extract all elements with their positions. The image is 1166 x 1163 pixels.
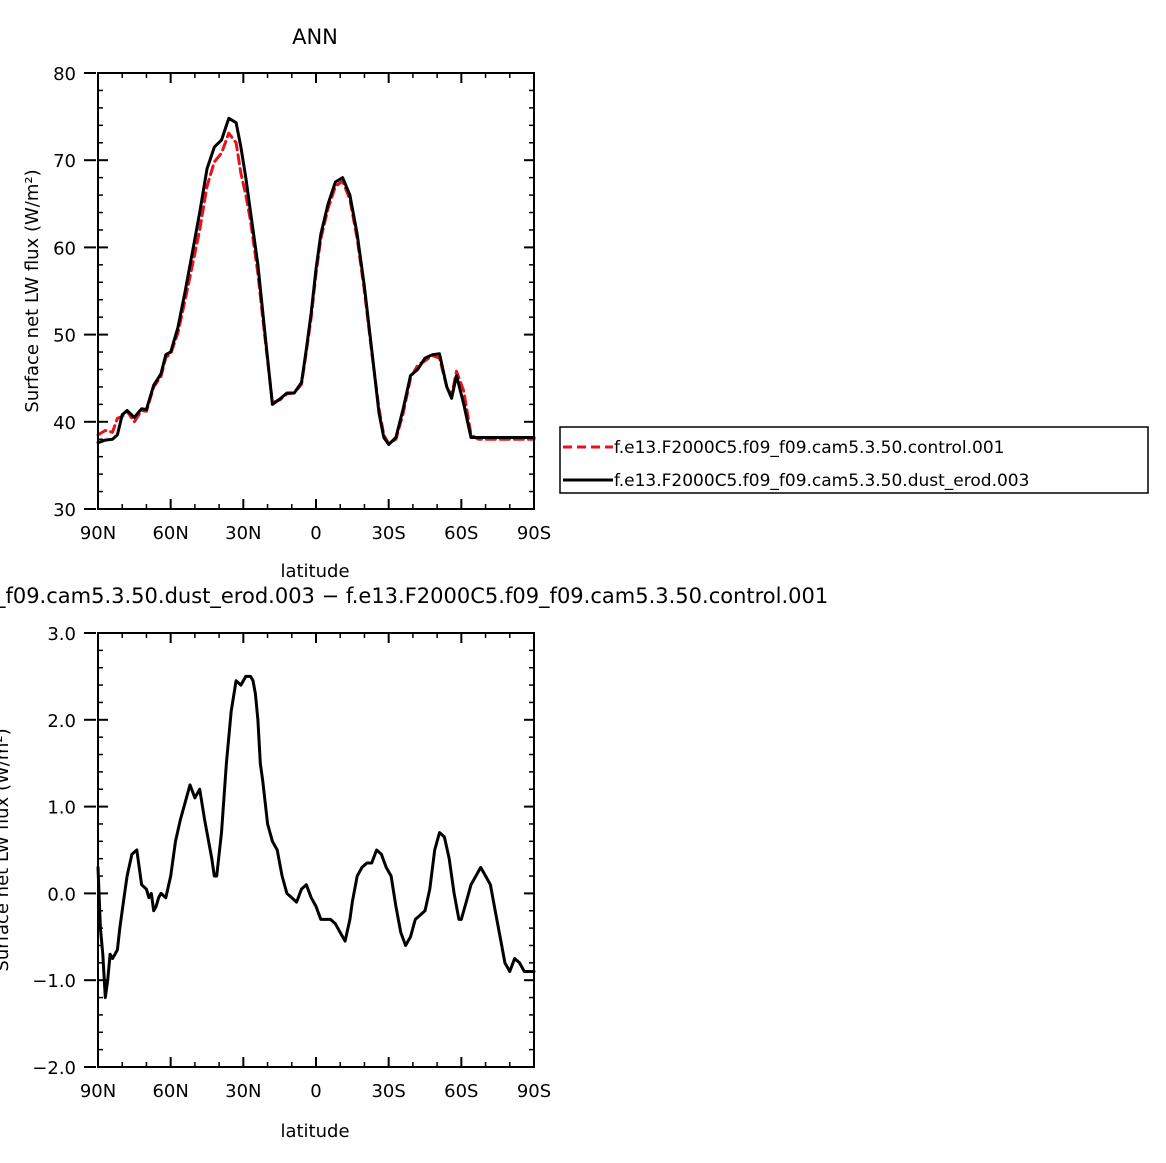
top-ytick-label: 60: [53, 238, 76, 259]
bottom-series-line-0: [96, 674, 536, 1000]
top-ytick-label: 40: [53, 413, 76, 434]
bottom-xtick-label: 30S: [371, 1081, 405, 1102]
top-ytick-label: 30: [53, 500, 76, 521]
chart-top-xlabel: latitude: [280, 561, 349, 582]
top-ytick-label: 80: [53, 64, 76, 85]
bottom-ytick-label: −2.0: [32, 1058, 76, 1079]
bottom-ytick-label: 3.0: [47, 624, 76, 645]
chart-bottom: f.e13.F2000C5.f09_f09.cam5.3.50.dust_ero…: [0, 584, 828, 1142]
top-xtick-label: 30S: [371, 523, 405, 544]
bottom-xtick-label: 90N: [80, 1081, 116, 1102]
legend-label-dust-erod: f.e13.F2000C5.f09_f09.cam5.3.50.dust_ero…: [614, 471, 1029, 491]
top-series-line-1: [96, 116, 536, 446]
legend-box: [559, 426, 1149, 494]
top-xtick-label: 90S: [517, 523, 551, 544]
chart-bottom-title: f.e13.F2000C5.f09_f09.cam5.3.50.dust_ero…: [0, 584, 828, 609]
top-series-line-0: [96, 131, 536, 446]
top-ytick-label: 50: [53, 326, 76, 347]
chart-bottom-ylabel: Surface net LW flux (W/m²): [0, 728, 13, 971]
bottom-ytick-label: 1.0: [47, 798, 76, 819]
chart-top-frame: [97, 72, 535, 510]
chart-top: ANN 90N 60N 30N 0 30S 60S 90S 30 40 50 60 70 80 lati…: [22, 25, 1149, 582]
bottom-xtick-label: 0: [310, 1081, 321, 1102]
chart-bottom-frame: [97, 632, 535, 1068]
top-xtick-label: 60S: [444, 523, 478, 544]
bottom-ytick-label: 0.0: [47, 884, 76, 905]
top-xtick-label: 30N: [225, 523, 261, 544]
chart-top-legend: f.e13.F2000C5.f09_f09.cam5.3.50.control.…: [559, 426, 1149, 494]
chart-top-ylabel: Surface net LW flux (W/m²): [22, 169, 43, 412]
chart-top-title: ANN: [292, 25, 338, 49]
bottom-xtick-label: 30N: [225, 1081, 261, 1102]
bottom-xtick-label: 60N: [152, 1081, 188, 1102]
bottom-xtick-label: 90S: [517, 1081, 551, 1102]
top-xtick-label: 0: [310, 523, 321, 544]
top-ytick-label: 70: [53, 151, 76, 172]
bottom-xtick-label: 60S: [444, 1081, 478, 1102]
top-xtick-label: 60N: [152, 523, 188, 544]
bottom-ytick-label: −1.0: [32, 971, 76, 992]
bottom-ytick-label: 2.0: [47, 711, 76, 732]
legend-label-control: f.e13.F2000C5.f09_f09.cam5.3.50.control.…: [614, 438, 1005, 458]
chart-bottom-xlabel: latitude: [280, 1121, 349, 1142]
top-xtick-label: 90N: [80, 523, 116, 544]
